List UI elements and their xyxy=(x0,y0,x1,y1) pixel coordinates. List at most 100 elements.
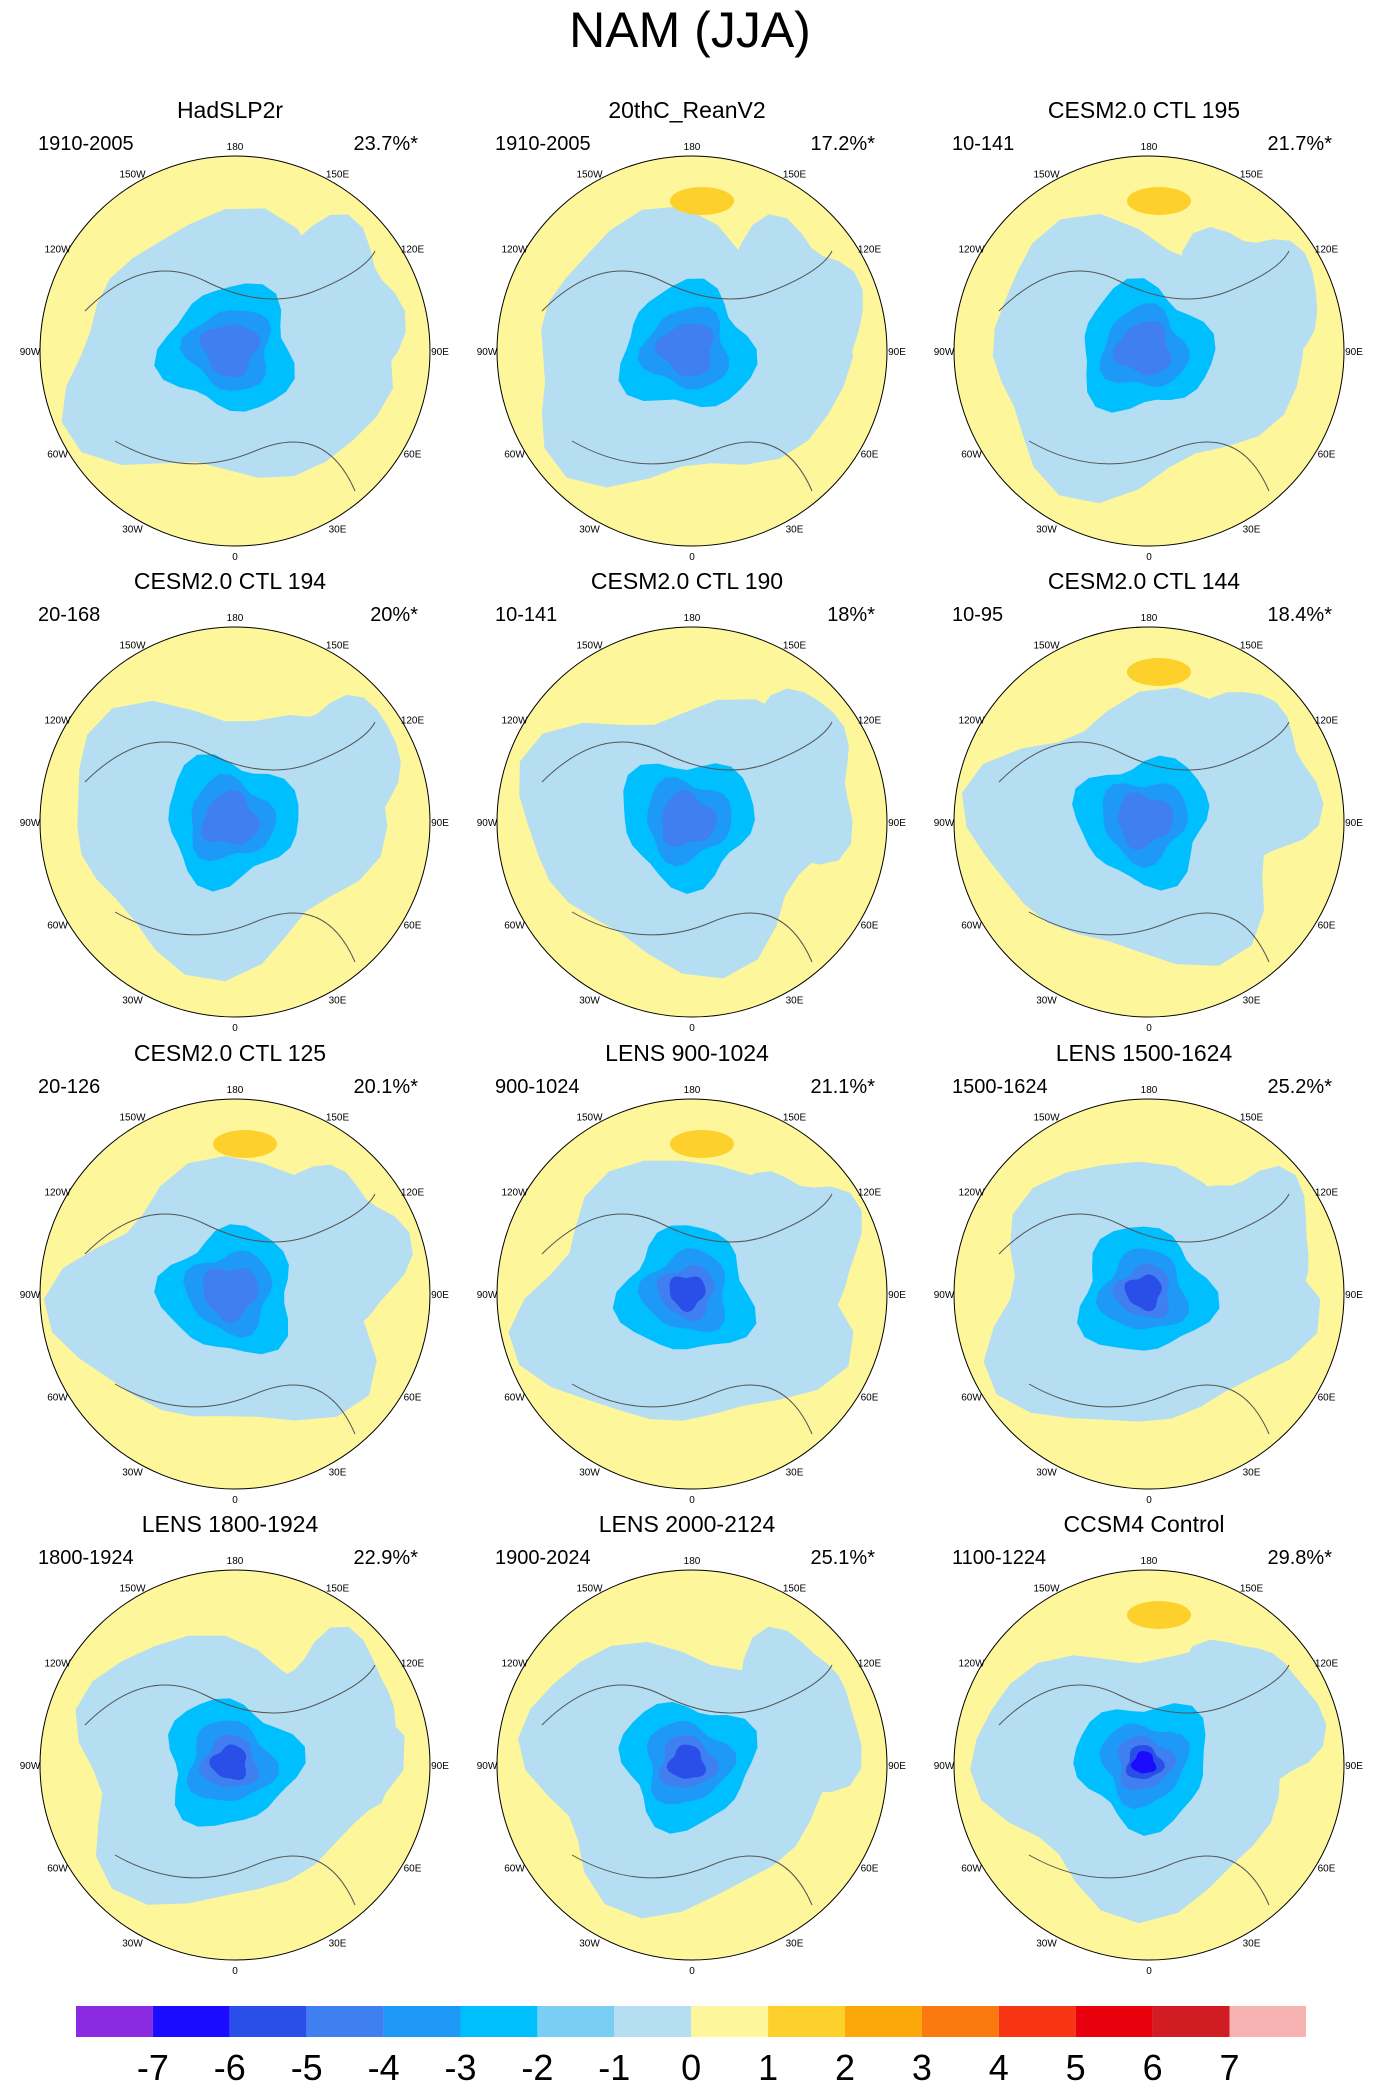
polar-map: 180 150E 120E 90E 60E 30E 0 30W 60W 90W 120W 150W xyxy=(934,613,1364,1034)
longitude-label: 120E xyxy=(1315,1188,1339,1199)
longitude-label: 60W xyxy=(961,450,982,461)
map-boundary xyxy=(39,1098,431,1490)
contour-fill-core xyxy=(661,790,718,847)
map-panel: HadSLP2r 1910-2005 23.7%* 180 150E 120E 90E 60E… xyxy=(0,96,460,566)
map-boundary xyxy=(496,1098,888,1490)
longitude-label: 30W xyxy=(1036,525,1057,536)
colorbar-label: 5 xyxy=(1066,2047,1086,2086)
panel-variance-explained: 18%* xyxy=(827,604,875,626)
map-boundary xyxy=(953,626,1345,1018)
longitude-label: 150W xyxy=(576,641,603,652)
longitude-label: 120W xyxy=(44,716,71,727)
colorbar-label: -3 xyxy=(444,2047,476,2086)
longitude-label: 150E xyxy=(783,1584,807,1595)
longitude-label: 90E xyxy=(431,347,449,358)
longitude-label: 120E xyxy=(1315,1659,1339,1670)
longitude-label: 60W xyxy=(47,1393,68,1404)
longitude-label: 30E xyxy=(329,996,347,1007)
longitude-label: 150W xyxy=(576,170,603,181)
longitude-label: 90W xyxy=(477,1290,498,1301)
longitude-label: 60E xyxy=(861,1864,879,1875)
longitude-label: 120E xyxy=(858,716,882,727)
longitude-label: 150W xyxy=(576,1113,603,1124)
panel-variance-explained: 25.1%* xyxy=(810,1547,876,1569)
longitude-label: 120E xyxy=(401,245,425,256)
longitude-label: 60E xyxy=(404,921,422,932)
longitude-label: 150W xyxy=(1033,1113,1060,1124)
colorbar-swatch xyxy=(691,2006,769,2037)
polar-map: 180 150E 120E 90E 60E 30E 0 30W 60W 90W 120W 150W xyxy=(477,1556,907,1977)
colorbar-swatch xyxy=(614,2006,692,2037)
colorbar-swatch xyxy=(460,2006,538,2037)
longitude-label: 180 xyxy=(684,1556,701,1567)
longitude-label: 120E xyxy=(401,716,425,727)
longitude-label: 150E xyxy=(783,170,807,181)
longitude-label: 120W xyxy=(958,1659,985,1670)
colorbar-swatch xyxy=(1075,2006,1153,2037)
longitude-label: 30W xyxy=(122,996,143,1007)
longitude-label: 90W xyxy=(934,1761,955,1772)
map-panel: LENS 2000-2124 1900-2024 25.1%* 180 150E 120E… xyxy=(457,1510,917,1980)
panel-title: LENS 2000-2124 xyxy=(598,1511,776,1537)
polar-map: 180 150E 120E 90E 60E 30E 0 30W 60W 90W 120W 150W xyxy=(20,142,450,563)
longitude-label: 150W xyxy=(119,1584,146,1595)
panel-title: LENS 900-1024 xyxy=(605,1040,769,1066)
panel-period: 10-141 xyxy=(952,133,1015,155)
longitude-label: 60E xyxy=(861,450,879,461)
panel-period: 20-168 xyxy=(38,604,101,626)
map-boundary xyxy=(39,626,431,1018)
coastline xyxy=(541,250,833,492)
panel-variance-explained: 29.8%* xyxy=(1267,1547,1333,1569)
colorbar-swatch xyxy=(1152,2006,1230,2037)
panel-variance-explained: 20.1%* xyxy=(353,1076,419,1098)
panel-title: CESM2.0 CTL 144 xyxy=(1047,568,1241,594)
longitude-label: 120W xyxy=(501,1188,528,1199)
map-panel: CESM2.0 CTL 144 10-95 18.4%* 180 150E 120E 90E… xyxy=(914,567,1374,1037)
figure-title: NAM (JJA) xyxy=(569,2,811,58)
panel-variance-explained: 22.9%* xyxy=(353,1547,419,1569)
longitude-label: 60W xyxy=(47,450,68,461)
colorbar-label: 4 xyxy=(989,2047,1009,2086)
contour-fill-core xyxy=(199,324,261,378)
longitude-label: 0 xyxy=(1146,1495,1152,1506)
longitude-label: 60E xyxy=(404,450,422,461)
longitude-label: 30W xyxy=(579,1468,600,1479)
longitude-label: 120W xyxy=(44,1659,71,1670)
panel-title: HadSLP2r xyxy=(176,97,284,123)
longitude-label: 0 xyxy=(1146,552,1152,563)
polar-map: 180 150E 120E 90E 60E 30E 0 30W 60W 90W 120W 150W xyxy=(477,1085,907,1506)
longitude-label: 120W xyxy=(958,716,985,727)
longitude-label: 150E xyxy=(326,641,350,652)
longitude-label: 60W xyxy=(504,1864,525,1875)
longitude-label: 180 xyxy=(1141,613,1158,624)
coastline xyxy=(541,721,833,963)
longitude-label: 30W xyxy=(1036,996,1057,1007)
longitude-label: 150W xyxy=(576,1584,603,1595)
longitude-label: 180 xyxy=(227,142,244,153)
longitude-label: 60E xyxy=(861,921,879,932)
longitude-label: 90E xyxy=(1345,347,1363,358)
map-panel: CESM2.0 CTL 190 10-141 18%* 180 150E 120E 90E 6… xyxy=(457,567,917,1037)
longitude-label: 180 xyxy=(227,1556,244,1567)
longitude-label: 30E xyxy=(786,525,804,536)
longitude-label: 120W xyxy=(44,245,71,256)
longitude-label: 150W xyxy=(119,170,146,181)
colorbar-swatch xyxy=(537,2006,615,2037)
polar-map: 180 150E 120E 90E 60E 30E 0 30W 60W 90W 120W 150W xyxy=(477,142,907,563)
panel-title: CESM2.0 CTL 190 xyxy=(590,568,784,594)
colorbar-label: 2 xyxy=(835,2047,855,2086)
longitude-label: 30W xyxy=(122,1939,143,1950)
map-panel: LENS 900-1024 900-1024 21.1%* 180 150E 120E 90… xyxy=(457,1039,917,1509)
longitude-label: 150W xyxy=(1033,170,1060,181)
longitude-label: 60E xyxy=(404,1393,422,1404)
panel-period: 1910-2005 xyxy=(38,133,134,155)
map-panel: CESM2.0 CTL 195 10-141 21.7%* 180 150E 120E 90… xyxy=(914,96,1374,566)
longitude-label: 90E xyxy=(888,347,906,358)
contour-fill-1-2 xyxy=(1127,187,1191,215)
contour-fill-core xyxy=(201,790,260,845)
panel-period: 900-1024 xyxy=(495,1076,580,1098)
longitude-label: 30E xyxy=(1243,1939,1261,1950)
colorbar-label: -7 xyxy=(137,2047,169,2086)
longitude-label: 0 xyxy=(1146,1023,1152,1034)
longitude-label: 30E xyxy=(786,1939,804,1950)
